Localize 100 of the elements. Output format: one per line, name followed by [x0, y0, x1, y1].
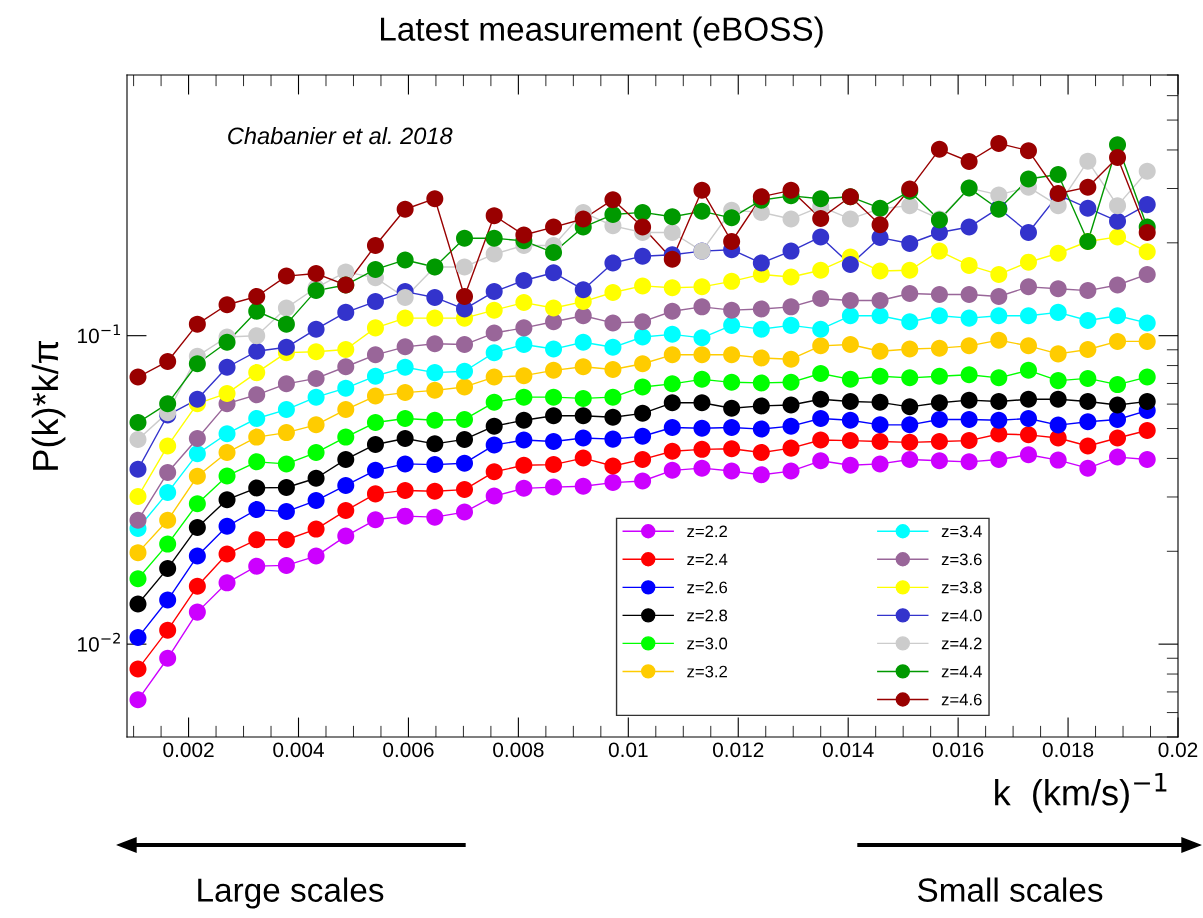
point	[337, 502, 355, 520]
point	[188, 315, 206, 333]
point	[485, 229, 503, 247]
point	[1138, 196, 1156, 214]
point	[782, 210, 800, 228]
point	[990, 307, 1008, 325]
point	[960, 432, 978, 450]
point	[366, 237, 384, 255]
y-axis-title: P(k)*k/π	[31, 340, 66, 470]
point	[871, 455, 889, 473]
point	[1138, 265, 1156, 283]
point	[1138, 368, 1156, 386]
point	[248, 364, 266, 382]
point	[871, 262, 889, 280]
point	[1019, 361, 1037, 379]
point	[1109, 429, 1127, 447]
x-tick-label: 0.02	[1158, 742, 1198, 758]
point	[663, 302, 681, 320]
legend-label: z=4.6	[941, 693, 982, 706]
point	[456, 481, 474, 499]
point	[277, 478, 295, 496]
point	[545, 299, 563, 317]
point	[1109, 212, 1127, 230]
legend-label: z=2.4	[687, 553, 728, 566]
point	[248, 501, 266, 519]
point	[723, 346, 741, 364]
point	[545, 407, 563, 425]
point	[218, 517, 236, 535]
point	[277, 338, 295, 356]
point	[574, 449, 592, 467]
point	[782, 350, 800, 368]
point	[1079, 282, 1097, 300]
point	[159, 437, 177, 455]
point	[129, 368, 147, 386]
point	[307, 520, 325, 538]
point	[1109, 376, 1127, 394]
point	[960, 285, 978, 303]
point	[515, 336, 533, 354]
point	[396, 455, 414, 473]
point	[604, 408, 622, 426]
point	[1109, 228, 1127, 246]
point	[396, 384, 414, 402]
point	[337, 450, 355, 468]
point	[604, 206, 622, 224]
point	[1049, 372, 1067, 390]
point	[159, 352, 177, 370]
point	[960, 309, 978, 327]
point	[366, 435, 384, 453]
point	[307, 320, 325, 338]
point	[693, 298, 711, 316]
point	[485, 463, 503, 481]
point	[990, 411, 1008, 429]
point	[901, 285, 919, 303]
point	[277, 315, 295, 333]
point	[693, 346, 711, 364]
point	[456, 503, 474, 521]
point	[634, 218, 652, 236]
point	[218, 425, 236, 443]
point	[1049, 345, 1067, 363]
point	[426, 364, 444, 382]
point	[960, 453, 978, 471]
point	[248, 531, 266, 549]
point	[990, 331, 1008, 349]
point	[723, 418, 741, 436]
point	[218, 296, 236, 314]
point	[930, 367, 948, 385]
point	[752, 374, 770, 392]
point	[812, 320, 830, 338]
point	[396, 251, 414, 269]
point	[129, 595, 147, 613]
point	[337, 527, 355, 545]
point	[871, 432, 889, 450]
point	[663, 418, 681, 436]
point	[129, 570, 147, 588]
point	[515, 388, 533, 406]
point	[812, 261, 830, 279]
point	[218, 333, 236, 351]
point	[485, 417, 503, 435]
point	[277, 375, 295, 393]
point	[574, 407, 592, 425]
point	[545, 432, 563, 450]
point	[871, 292, 889, 310]
point	[812, 390, 830, 408]
point	[990, 186, 1008, 204]
point	[396, 309, 414, 327]
point	[218, 444, 236, 462]
point	[248, 287, 266, 305]
point	[782, 439, 800, 457]
point	[752, 397, 770, 415]
point	[1138, 421, 1156, 439]
point	[574, 210, 592, 228]
point	[752, 420, 770, 438]
point	[366, 319, 384, 337]
point	[634, 313, 652, 331]
point	[485, 301, 503, 319]
point	[366, 461, 384, 479]
point	[901, 398, 919, 416]
point	[337, 358, 355, 376]
point	[663, 208, 681, 226]
point	[426, 335, 444, 353]
